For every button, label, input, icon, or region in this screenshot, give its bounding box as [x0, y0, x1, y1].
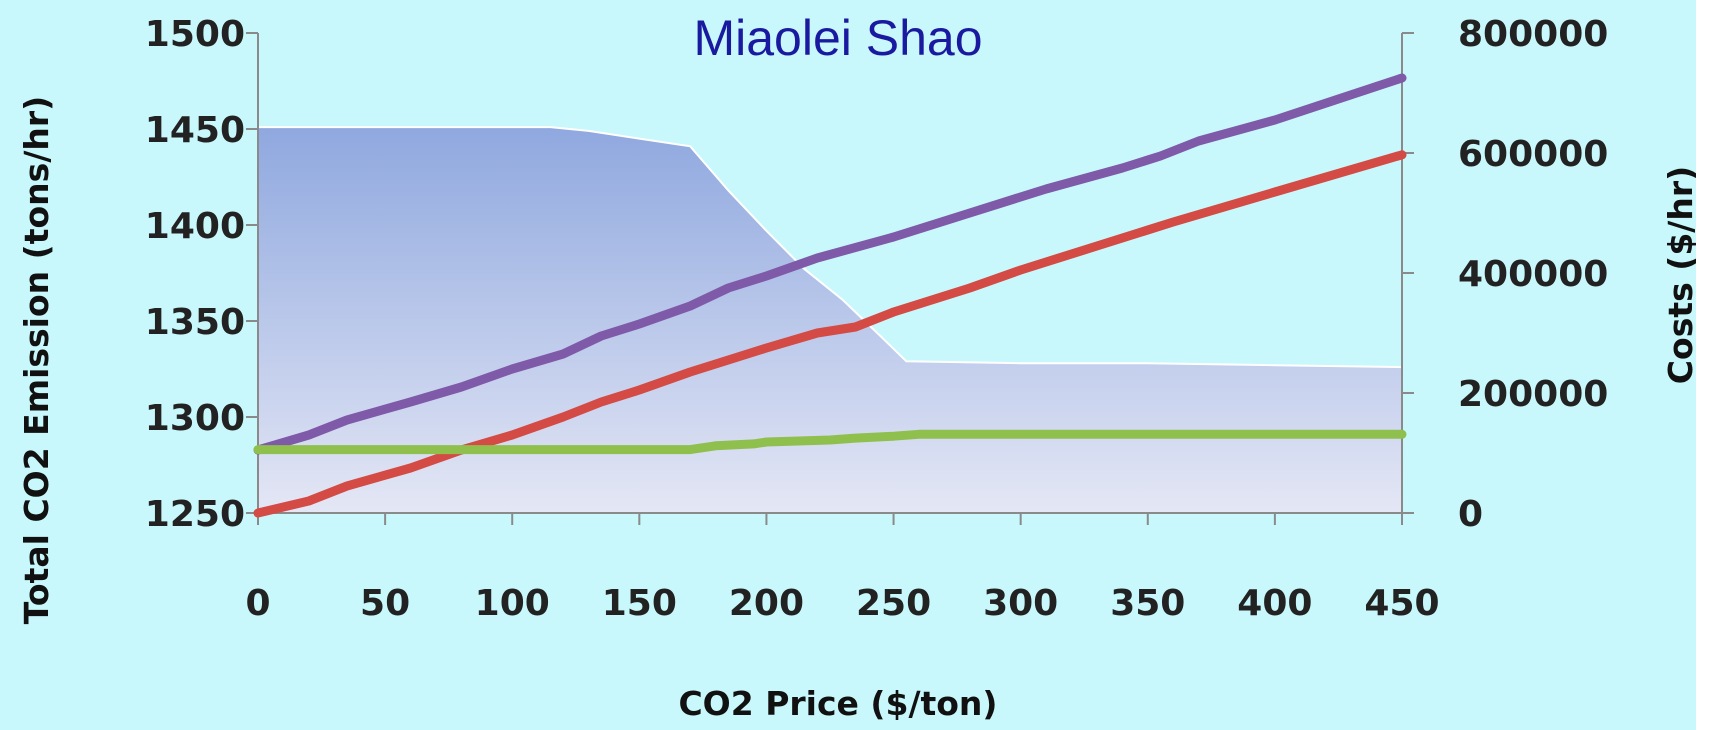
y-tick-label: 1450 [145, 110, 245, 151]
y2-tick-label: 800000 [1458, 14, 1608, 55]
x-tick-label: 300 [983, 583, 1058, 624]
y-tick-label: 1500 [145, 14, 245, 55]
x-tick-label: 450 [1364, 583, 1439, 624]
chart-title: Miaolei Shao [693, 10, 982, 66]
green-series-line [253, 429, 1407, 455]
y-tick-label: 1400 [145, 206, 245, 247]
x-axis-title: CO2 Price ($/ton) [678, 684, 997, 723]
purple-series-line [253, 73, 1407, 455]
y2-tick-label: 400000 [1458, 254, 1608, 295]
y-tick-label: 1250 [145, 494, 245, 535]
red-series-line [253, 150, 1407, 518]
axes [246, 32, 1414, 525]
x-tick-label: 250 [856, 583, 931, 624]
x-tick-label: 350 [1110, 583, 1185, 624]
x-tick-label: 200 [729, 583, 804, 624]
y2-tick-label: 200000 [1458, 374, 1608, 415]
x-tick-label: 0 [245, 583, 270, 624]
y2-tick-label: 600000 [1458, 134, 1608, 175]
y-tick-label: 1300 [145, 398, 245, 439]
y2-axis-title: Costs ($/hr) [1661, 166, 1696, 384]
x-tick-label: 100 [475, 583, 550, 624]
chart: Miaolei Shao 0 50 100 150 200 250 300 350 400 450… [17, 10, 1696, 723]
tick-labels: 0 50 100 150 200 250 300 350 400 450 1250 1300 1350 1… [145, 14, 1609, 624]
y-axis-title: Total CO2 Emission (tons/hr) [17, 96, 56, 624]
series-lines [253, 73, 1407, 518]
x-tick-label: 50 [360, 583, 410, 624]
y-tick-label: 1350 [145, 302, 245, 343]
emission-area-layer [257, 126, 1403, 514]
x-tick-label: 400 [1237, 583, 1312, 624]
x-tick-label: 150 [602, 583, 677, 624]
emission-area [257, 126, 1403, 514]
y2-tick-label: 0 [1458, 494, 1483, 535]
